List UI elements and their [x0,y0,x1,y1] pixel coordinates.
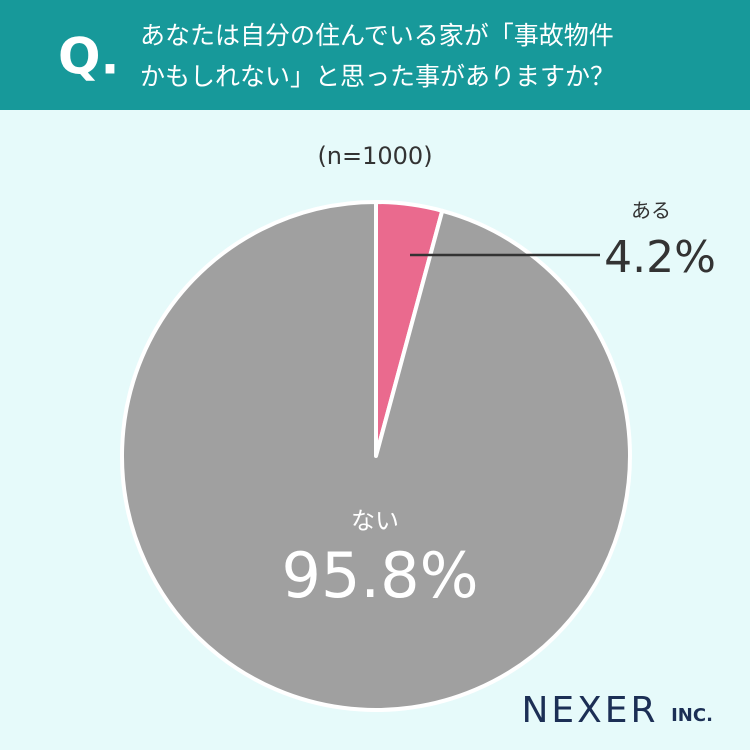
category-label: ない [351,507,399,535]
value-label: 95.8% [282,539,479,612]
title-line: かもしれない」と思った事がありますか？ [140,62,615,91]
category-label: ある [631,199,671,223]
brand-name: NEXER [521,690,658,731]
question-mark: Q. [58,28,120,86]
title-line: あなたは自分の住んでいる家が「事故物件 [140,21,614,50]
header [0,0,750,110]
pie [120,200,632,712]
subtitle: (n=1000) [317,142,432,170]
pie-slice [120,200,632,712]
brand-suffix: INC. [671,705,713,726]
value-label: 4.2% [604,232,716,283]
